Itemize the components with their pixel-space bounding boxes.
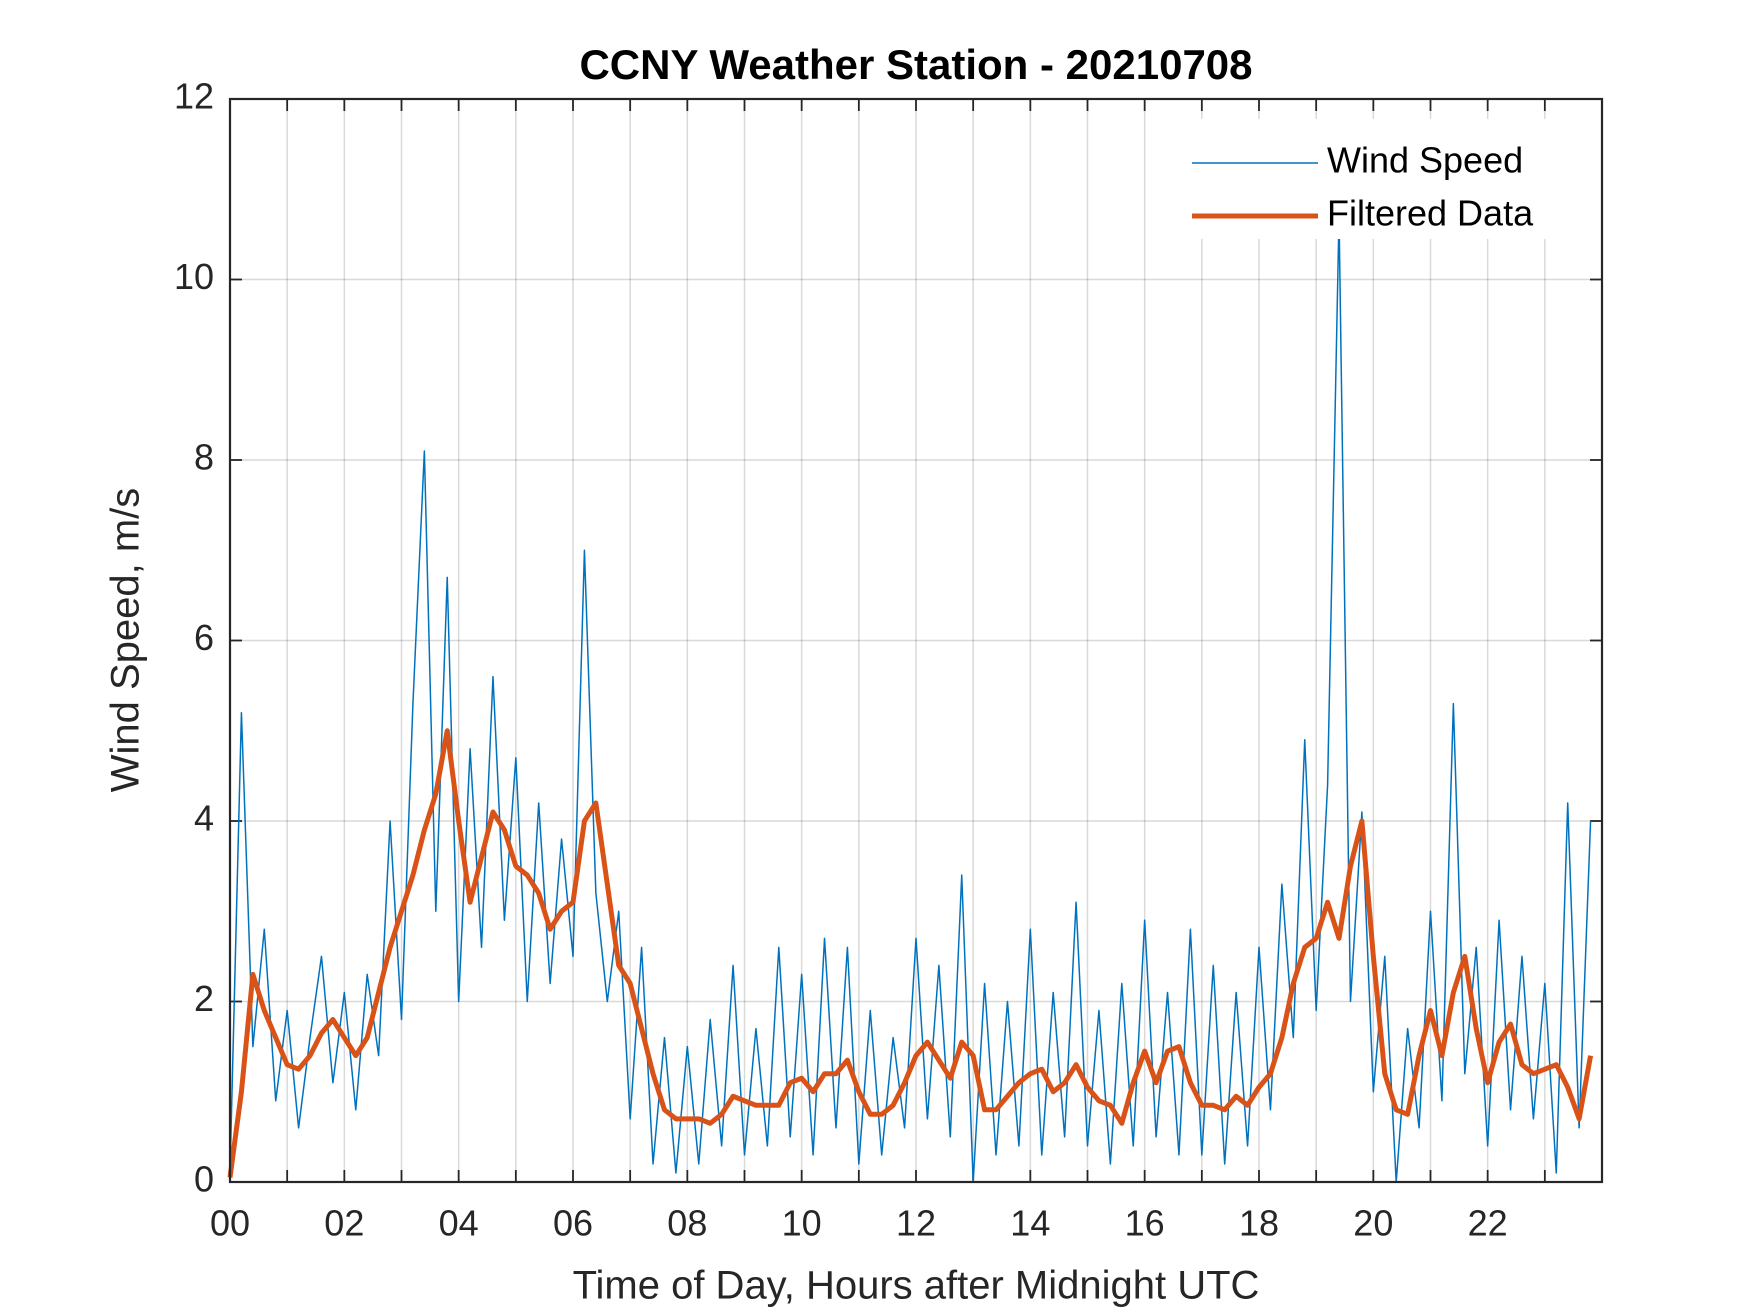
x-tick-label: 12	[896, 1203, 936, 1244]
legend-label: Wind Speed	[1327, 140, 1523, 181]
y-tick-label: 8	[194, 437, 214, 478]
x-tick-label: 18	[1239, 1203, 1279, 1244]
y-tick-label: 4	[194, 798, 214, 839]
x-tick-label: 00	[210, 1203, 250, 1244]
x-tick-label: 20	[1353, 1203, 1393, 1244]
x-tick-label: 06	[553, 1203, 593, 1244]
y-tick-label: 2	[194, 978, 214, 1019]
legend: Wind Speed Filtered Data	[1182, 119, 1582, 239]
x-tick-label: 22	[1468, 1203, 1508, 1244]
y-tick-label: 12	[174, 76, 214, 117]
x-tick-label: 04	[439, 1203, 479, 1244]
x-axis-title: Time of Day, Hours after Midnight UTC	[573, 1264, 1260, 1308]
axes-box	[228, 97, 1604, 1184]
y-tick-label: 6	[194, 617, 214, 658]
legend-box	[1182, 119, 1582, 239]
y-axis-title: Wind Speed, m/s	[104, 488, 148, 793]
chart-title: CCNY Weather Station - 20210708	[579, 41, 1252, 88]
x-tick-label: 08	[667, 1203, 707, 1244]
x-tick-label: 16	[1125, 1203, 1165, 1244]
legend-label: Filtered Data	[1327, 193, 1534, 234]
data-line	[227, 728, 1594, 1178]
x-tick-label: 14	[1010, 1203, 1050, 1244]
y-tick-label: 10	[174, 256, 214, 297]
x-tick-label: 02	[324, 1203, 364, 1244]
x-tick-label: 10	[782, 1203, 822, 1244]
y-tick-label: 0	[194, 1159, 214, 1200]
